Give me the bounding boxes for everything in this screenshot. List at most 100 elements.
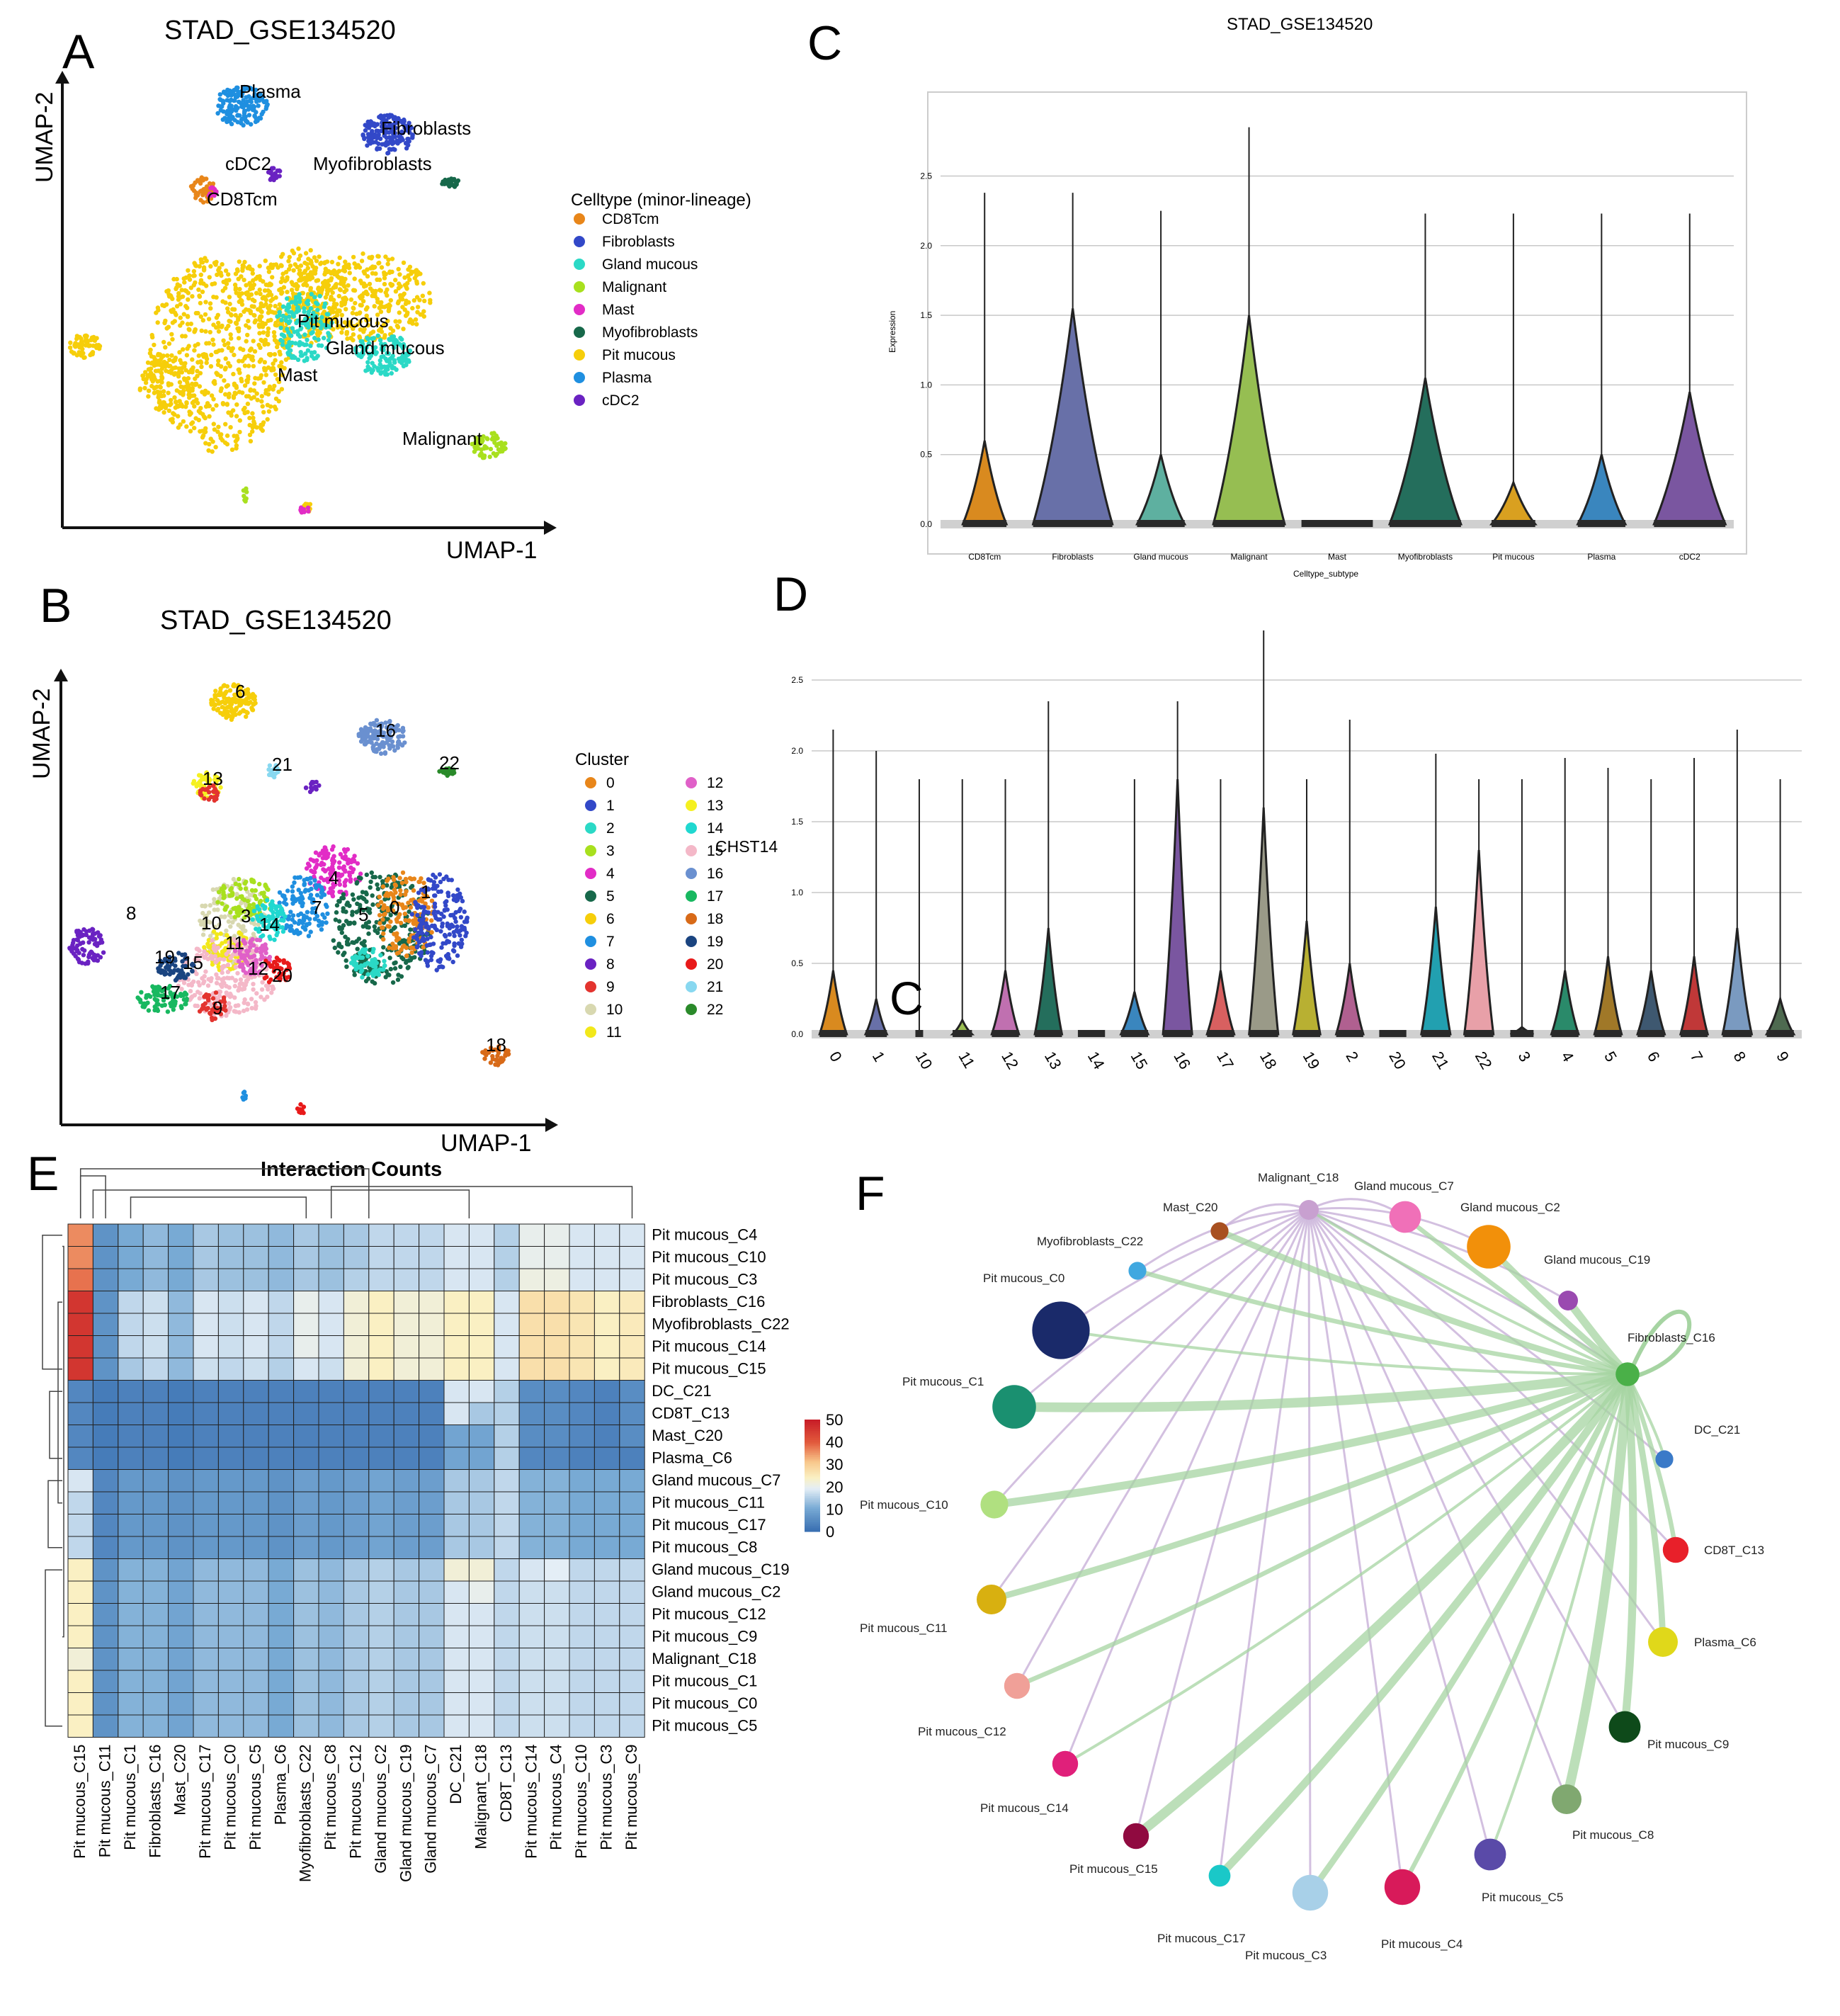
umap-point (300, 321, 305, 326)
umap-point (326, 338, 331, 343)
umap-point (311, 325, 317, 330)
violin-mast: Mast (1301, 520, 1373, 562)
umap-point (256, 322, 262, 327)
umap-point (452, 770, 457, 776)
umap-point (268, 303, 273, 308)
umap-point (369, 870, 374, 876)
umap-point (232, 434, 237, 438)
umap-point (210, 337, 215, 342)
umap-point (266, 310, 271, 315)
umap-point (274, 956, 280, 961)
umap-point (97, 346, 102, 351)
umap-point (237, 418, 242, 423)
umap-point (277, 310, 282, 315)
umap-point (420, 912, 426, 918)
umap-point (406, 965, 411, 970)
x-tick-label: 22 (1472, 1048, 1496, 1072)
umap-point (184, 353, 190, 358)
umap-point (84, 929, 89, 934)
umap-point (337, 899, 342, 904)
umap-point (241, 123, 246, 128)
cluster-mast-small (206, 185, 219, 198)
umap-point (305, 910, 310, 914)
umap-point (380, 364, 385, 370)
umap-point (188, 285, 193, 290)
umap-point (371, 743, 376, 748)
umap-point (316, 337, 321, 342)
umap-point (394, 117, 399, 122)
umap-point (213, 445, 218, 450)
panel-d: D 0.00.51.01.52.02.50 1 10 11 12 13 14 15 16 17 18… (773, 567, 1802, 1072)
umap-point (248, 700, 253, 705)
umap-point (212, 924, 217, 929)
umap-point (365, 132, 371, 137)
umap-point (250, 271, 255, 276)
umap-point (331, 881, 336, 887)
umap-point (493, 1062, 498, 1068)
violin-22: 22 (1463, 779, 1496, 1072)
umap-point (361, 348, 366, 353)
umap-point (249, 888, 255, 893)
x-tick-label: 9 (1773, 1048, 1793, 1065)
umap-point (237, 693, 242, 698)
umap-point (348, 319, 353, 324)
umap-point (364, 892, 369, 897)
umap-point (206, 317, 212, 322)
y-tick-label: 1.5 (791, 817, 803, 827)
y-tick-label: 2.0 (920, 241, 932, 251)
umap-point (441, 941, 445, 946)
umap-point (324, 920, 329, 925)
umap-point (192, 348, 197, 353)
umap-point (200, 435, 205, 440)
umap-point (336, 261, 341, 266)
umap-point (330, 858, 335, 863)
umap-point (149, 383, 154, 389)
legend-swatch (686, 822, 697, 834)
umap-point (366, 976, 371, 981)
umap-point (287, 254, 292, 260)
umap-point (424, 931, 429, 936)
violin-base (1464, 1030, 1494, 1037)
umap-point (317, 254, 322, 259)
legend-swatch (585, 958, 596, 970)
annotation-cluster-17: 17 (160, 982, 181, 1003)
umap-point (257, 287, 262, 293)
umap-point (289, 300, 295, 305)
annotation-cd8tcm: CD8Tcm (207, 188, 278, 210)
umap-point (222, 980, 227, 986)
umap-point (223, 356, 228, 361)
umap-point (443, 766, 449, 771)
violin-body (1721, 927, 1754, 1036)
umap-point (226, 323, 231, 329)
umap-point (239, 117, 244, 123)
umap-point (84, 932, 89, 938)
umap-point (385, 287, 390, 293)
umap-point (377, 894, 382, 900)
violin-0: 0 (818, 730, 848, 1065)
umap-point (193, 381, 199, 387)
umap-point (197, 294, 203, 299)
umap-point (253, 119, 259, 125)
umap-point (266, 265, 271, 271)
umap-point (452, 933, 457, 939)
umap-point (302, 878, 307, 883)
umap-point (363, 962, 368, 967)
umap-point (309, 350, 314, 356)
y-tick-label: 1.5 (920, 310, 932, 320)
violin-base (1035, 1030, 1062, 1037)
umap-point (282, 900, 287, 905)
umap-point (215, 429, 220, 434)
umap-point (298, 278, 304, 283)
umap-point (415, 305, 421, 310)
umap-point (176, 414, 181, 419)
umap-point (358, 319, 363, 324)
umap-point (280, 911, 285, 916)
umap-point (179, 1005, 184, 1011)
umap-point (437, 964, 442, 970)
umap-point (385, 924, 390, 929)
umap-point (314, 259, 319, 264)
x-tick-label: 14 (1084, 1048, 1108, 1072)
umap-point (263, 951, 268, 956)
umap-point (452, 897, 458, 902)
umap-point (340, 855, 345, 860)
